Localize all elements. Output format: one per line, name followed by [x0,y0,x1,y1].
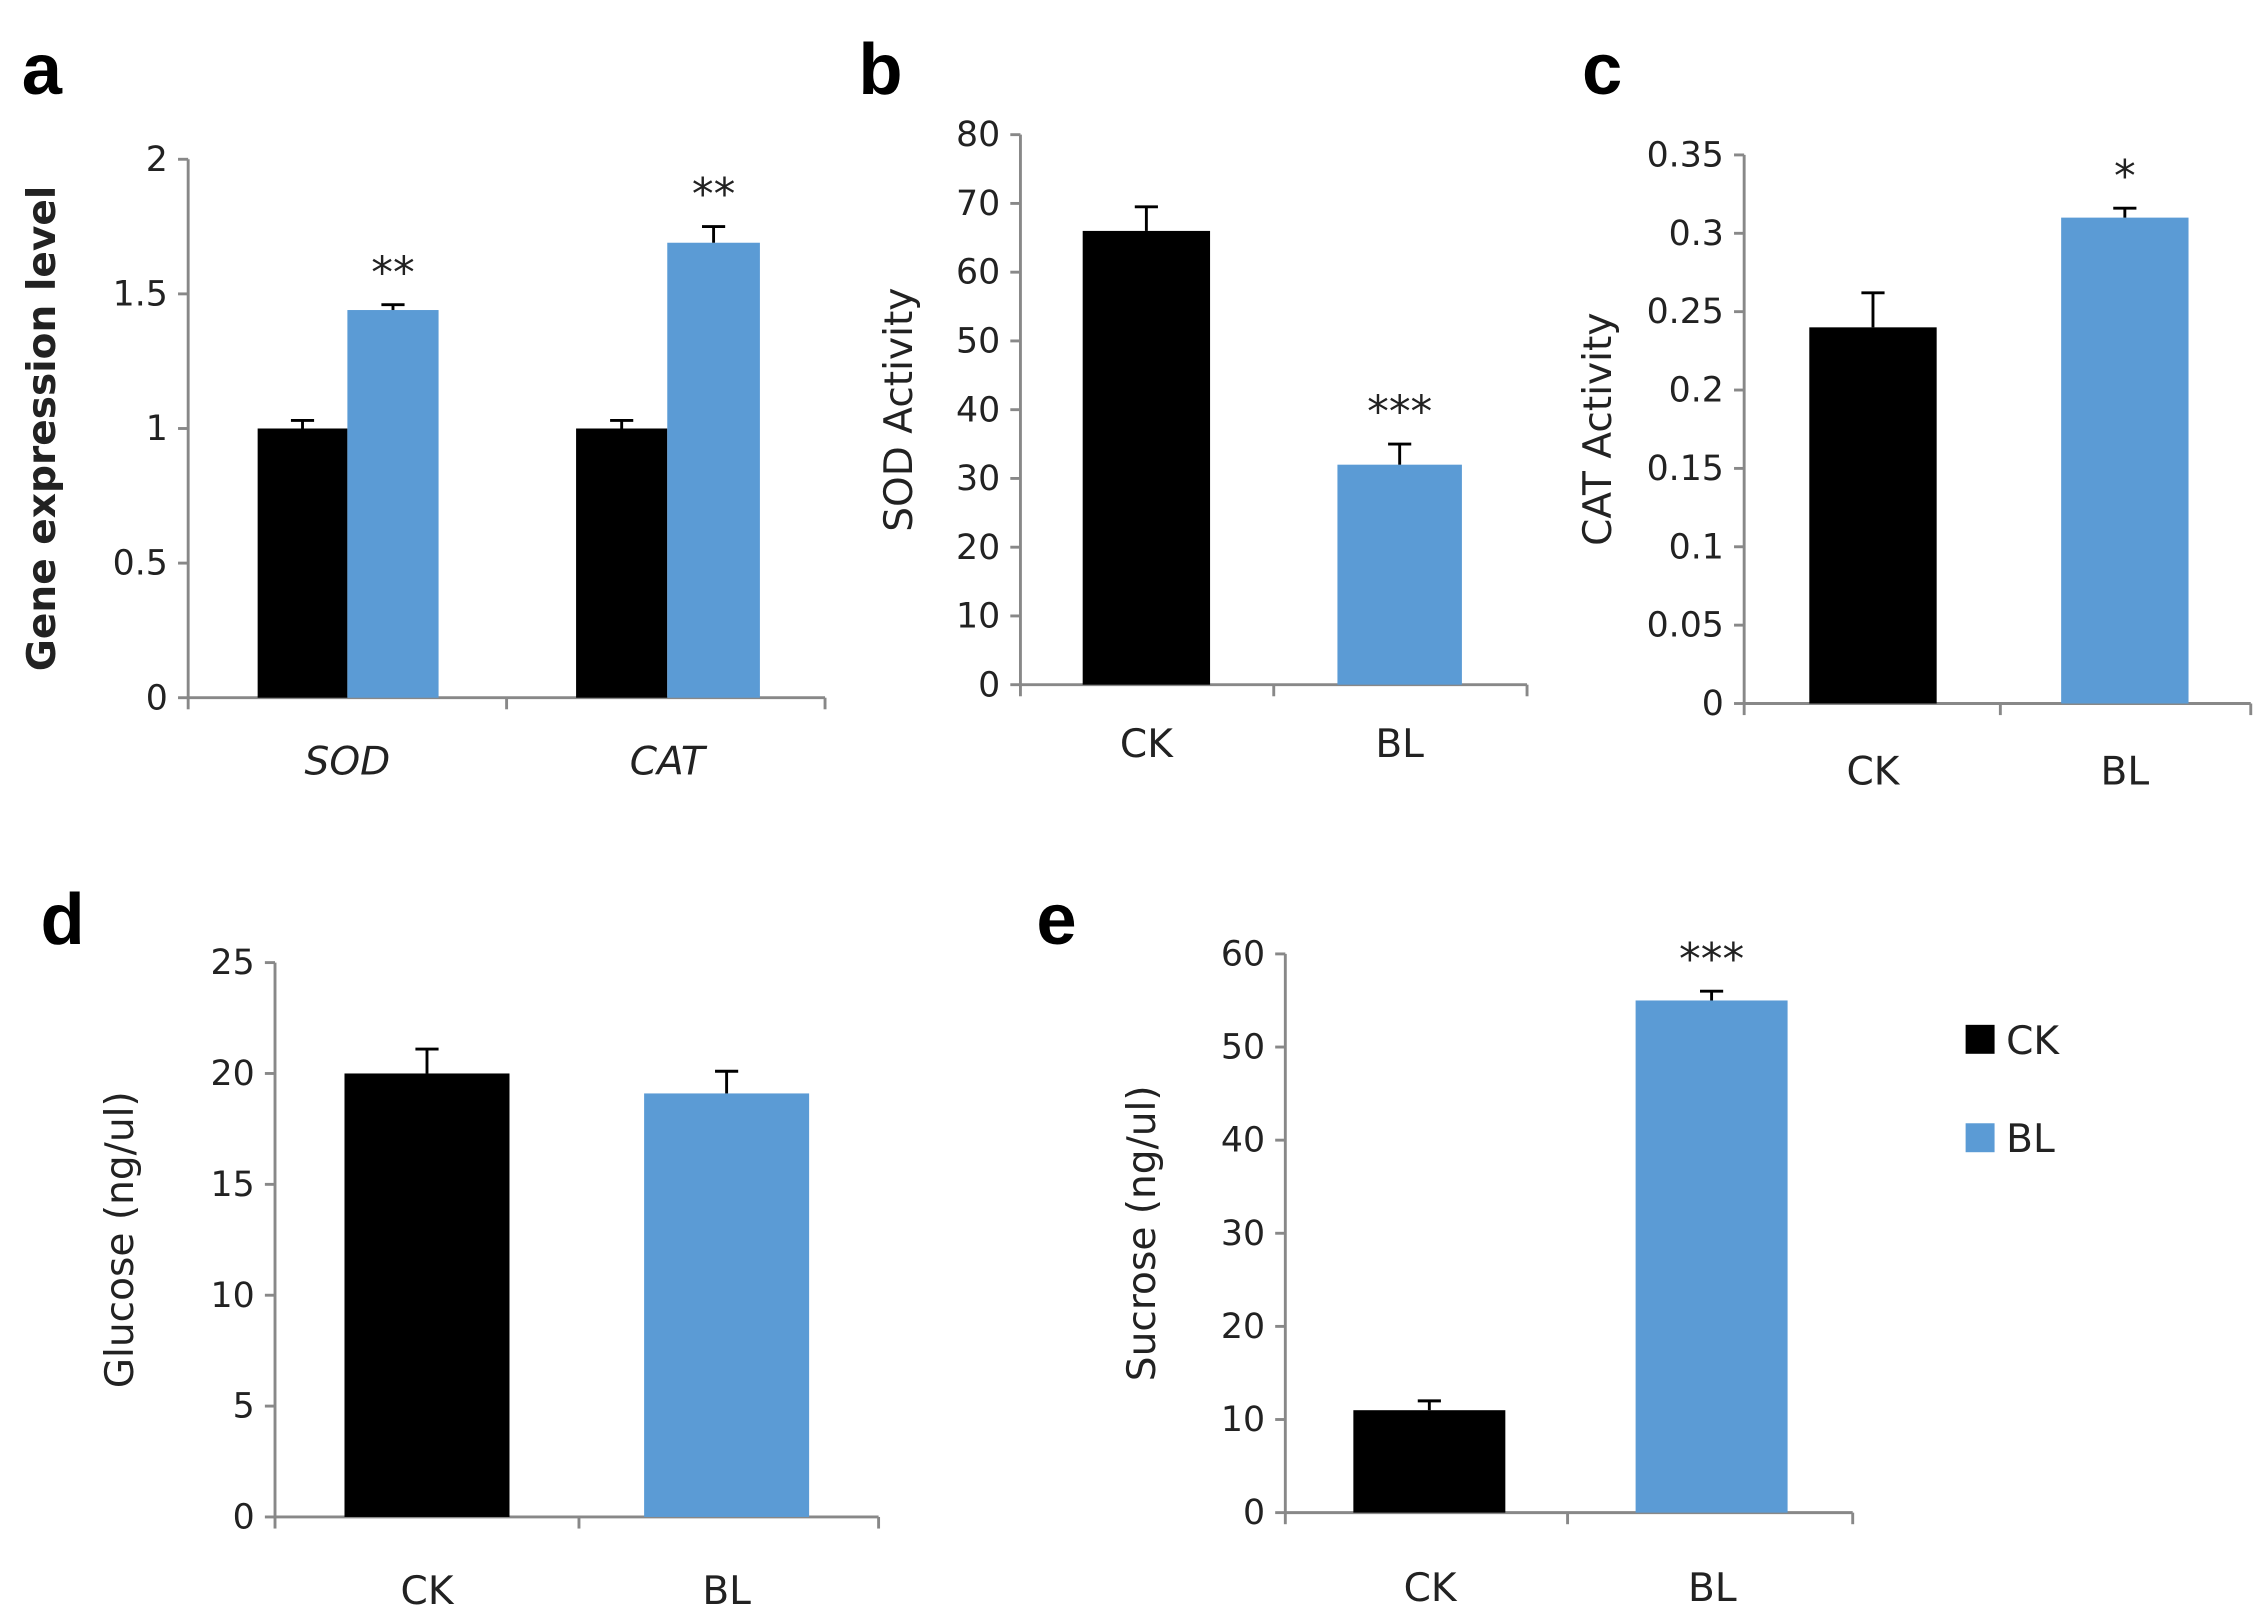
y-tick-label: 0 [146,678,168,718]
y-axis-label: CAT Activity [1576,313,1621,546]
y-tick-label: 5 [233,1387,255,1427]
y-tick-label: 0.2 [1669,371,1724,411]
y-tick-label: 10 [1221,1400,1265,1440]
y-tick-label: 10 [956,597,1000,637]
bar-bl [1337,464,1462,685]
y-axis-label: SOD Activity [877,288,922,532]
y-tick-label: 0.1 [1669,527,1724,567]
legend-label: BL [2006,1117,2055,1162]
y-axis-label: Glucose (ng/ul) [98,1091,143,1388]
bar-ck [344,1073,510,1517]
significance-marker: ** [371,248,414,298]
category-label: CK [1120,722,1174,767]
y-tick-label: 80 [956,115,1000,155]
y-tick-label: 0.15 [1647,449,1724,489]
y-tick-label: 20 [1221,1307,1265,1347]
category-label: CK [401,1569,455,1614]
significance-marker: *** [1679,935,1744,985]
y-tick-label: 0 [233,1498,255,1538]
legend-swatch-ck [1965,1024,1995,1054]
y-tick-label: 60 [1221,934,1265,974]
category-label: CK [1404,1566,1458,1611]
y-tick-label: 0.05 [1647,606,1724,646]
y-tick-label: 40 [1221,1121,1265,1161]
bar-ck [1353,1410,1506,1513]
bar-bl [667,242,760,698]
y-axis-label: Sucrose (ng/ul) [1120,1085,1165,1381]
panel-b: b 0 10 20 30 40 50 60 70 80 SOD Activity CK BL *** [858,29,1529,767]
panel-letter: b [858,29,902,110]
bar-bl [1635,1000,1788,1513]
bar-bl [2061,217,2189,704]
category-label: BL [1375,722,1424,767]
y-tick-label: 10 [211,1276,255,1316]
y-tick-label: 0.3 [1669,214,1724,254]
bar-bl [347,310,439,698]
panel-letter: c [1582,29,1622,110]
y-tick-label: 0.35 [1647,136,1724,176]
y-tick-label: 30 [1221,1214,1265,1254]
y-tick-label: 2 [146,140,168,180]
legend-label: CK [2006,1019,2060,1064]
y-tick-label: 70 [956,184,1000,224]
panel-c: c 0 0.05 0.1 0.15 0.2 0.25 0.3 0.35 CAT Activity C… [1576,29,2253,795]
category-label: CAT [630,739,708,784]
category-label: BL [1688,1566,1737,1611]
y-tick-label: 50 [956,322,1000,362]
y-tick-label: 0 [978,665,1000,705]
y-tick-label: 60 [956,253,1000,293]
bar-ck [257,428,348,698]
panel-letter: a [22,29,63,110]
y-tick-label: 0.25 [1647,292,1724,332]
y-tick-label: 20 [211,1054,255,1094]
significance-marker: * [2114,152,2136,202]
legend-swatch-bl [1965,1123,1995,1153]
panel-letter: e [1036,879,1076,960]
y-tick-label: 0 [1243,1493,1265,1533]
panel-letter: d [41,879,85,960]
panel-e: e 0 10 20 30 40 50 60 Sucrose (ng/ul) CK BL *** [1036,879,1855,1611]
category-label: SOD [305,739,391,784]
y-tick-label: 1 [146,409,168,449]
y-axis-label: Gene expression level [20,186,65,671]
y-tick-label: 50 [1221,1028,1265,1068]
y-tick-label: 40 [956,390,1000,430]
bar-bl [644,1093,810,1517]
bar-ck [1082,230,1211,685]
legend: CK BL [1965,1019,2060,1162]
significance-marker: *** [1367,388,1432,438]
bar-ck [1809,327,1937,704]
panel-a: a 0 0.5 1 1.5 2 Gene expression level SOD CAT ** *… [20,29,827,784]
panel-d: d 0 5 10 15 20 25 Glucose (ng/ul) CK BL [41,879,881,1614]
y-tick-label: 25 [211,943,255,983]
category-label: CK [1847,750,1901,795]
y-tick-label: 20 [956,528,1000,568]
y-tick-label: 0 [1702,684,1724,724]
y-tick-label: 1.5 [113,274,168,314]
bar-ck [576,428,668,698]
category-label: BL [702,1569,751,1614]
category-label: BL [2101,750,2150,795]
y-tick-label: 0.5 [113,544,168,584]
y-tick-label: 30 [956,459,1000,499]
y-tick-label: 15 [211,1165,255,1205]
significance-marker: ** [692,170,735,220]
